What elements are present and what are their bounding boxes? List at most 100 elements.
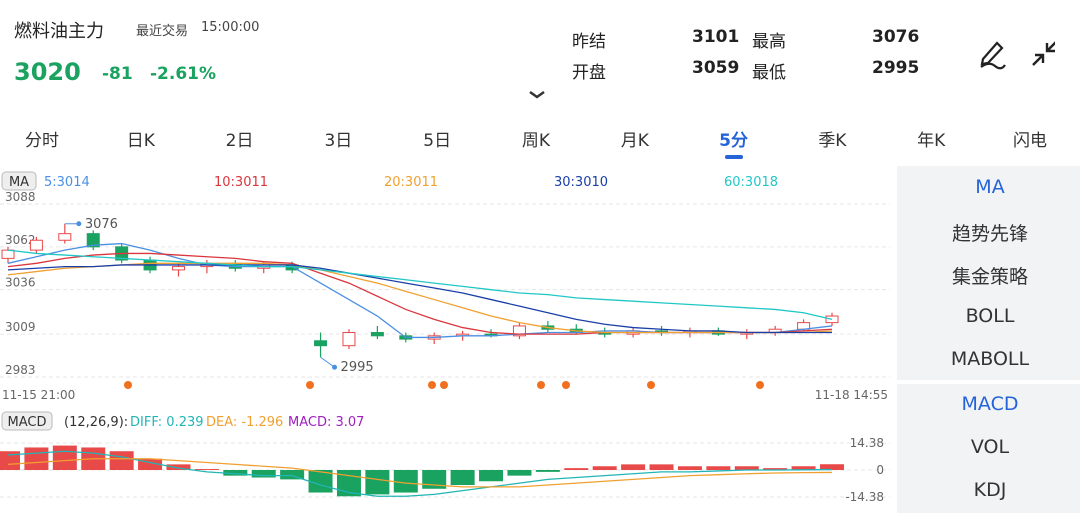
candle-body <box>512 325 526 337</box>
macd-bar <box>109 451 134 470</box>
macd-bar <box>820 464 844 470</box>
ma-label: MA <box>9 175 29 190</box>
tab[interactable]: 2日 <box>225 131 254 151</box>
candle-body <box>370 332 384 337</box>
side-button[interactable]: 集金策略 <box>951 266 1028 288</box>
macd-bar <box>791 466 816 470</box>
title: 燃料油主力 <box>14 21 104 42</box>
side-button[interactable]: MACD <box>961 393 1019 415</box>
tab-underline <box>724 155 743 159</box>
side-main <box>897 166 1080 380</box>
y-tick-label: 3009 <box>5 320 36 334</box>
macd-bar <box>24 447 49 470</box>
annotation-dot <box>76 221 82 227</box>
macd-bar <box>734 466 759 470</box>
macd-bar <box>280 470 305 480</box>
stat-label: 最高 <box>752 32 786 52</box>
tab[interactable]: 3日 <box>324 131 353 151</box>
annotation: 2995 <box>341 360 374 375</box>
y-tick-label: 2983 <box>5 363 36 377</box>
y-tick-label: -14.38 <box>845 490 884 504</box>
macd-bar <box>507 470 532 476</box>
signal-dots <box>124 381 764 389</box>
time: 15:00:00 <box>201 20 260 35</box>
edit-icon[interactable] <box>980 41 1006 70</box>
candle-body <box>86 233 100 248</box>
side-button[interactable]: VOL <box>970 436 1010 458</box>
side-button[interactable]: MABOLL <box>950 348 1030 370</box>
macd-bar <box>365 470 390 495</box>
ma-badge <box>1 171 37 191</box>
legend-entry: 5:3014 <box>44 175 90 190</box>
tab[interactable]: 日K <box>126 131 155 151</box>
macd-bar <box>535 470 560 472</box>
macd-line <box>7 450 833 497</box>
price: 3020 <box>14 58 81 86</box>
stat-label: 最低 <box>752 63 786 83</box>
macd-bar <box>621 464 646 470</box>
macd-bar <box>223 470 248 476</box>
ma-line <box>7 249 833 320</box>
macd-bar <box>706 466 731 470</box>
tab[interactable]: 5分 <box>719 131 749 151</box>
annotation-dot <box>332 364 338 370</box>
tab[interactable]: 闪电 <box>1013 131 1047 151</box>
stat-value: 3101 <box>692 27 740 47</box>
macd-value: DIFF: 0.239 <box>130 415 204 430</box>
macd-bar <box>450 470 475 486</box>
macd-badge <box>1 411 53 431</box>
macd-label: MACD <box>8 415 47 430</box>
tab[interactable]: 季K <box>818 131 847 151</box>
change-pct: -2.61% <box>150 64 217 84</box>
candle-body <box>314 340 328 347</box>
y-tick-label: 3036 <box>5 276 36 290</box>
legend-entry: 10:3011 <box>214 175 268 190</box>
macd-bar <box>52 445 77 470</box>
tab[interactable]: 分时 <box>25 131 59 151</box>
ma-row <box>0 166 895 196</box>
tab[interactable]: 5日 <box>423 131 452 151</box>
macd-value: MACD: 3.07 <box>288 415 364 430</box>
macd-bar <box>166 464 191 470</box>
stat-value: 3059 <box>692 58 740 78</box>
tab[interactable]: 周K <box>521 131 551 151</box>
annotation: 3076 <box>85 217 118 232</box>
macd-bar <box>393 470 418 493</box>
icons <box>980 41 1055 70</box>
collapse-icon[interactable] <box>1032 41 1055 66</box>
y-tick-label: 3062 <box>5 233 36 247</box>
macd-bar <box>592 466 617 470</box>
legend-entry: 20:3011 <box>384 175 438 190</box>
chart: MA MACD (12,26,9): 11-15 21:00 11-18 14:… <box>0 171 890 504</box>
macd-bar <box>564 468 589 470</box>
side-button[interactable]: 趋势先锋 <box>951 223 1028 245</box>
macd-bar <box>649 464 674 470</box>
macd-bar <box>138 458 163 470</box>
y-tick-label: 0 <box>876 463 884 477</box>
change: -81 <box>102 64 133 84</box>
side-button[interactable]: MA <box>975 176 1005 198</box>
candle-body <box>825 315 839 324</box>
macd-bar <box>763 468 788 470</box>
macd-bar <box>194 469 219 470</box>
stat-value: 2995 <box>872 58 920 78</box>
macd-bar <box>0 451 20 470</box>
ma-line <box>7 264 832 334</box>
candle-body <box>342 332 356 347</box>
tab[interactable]: 月K <box>620 131 649 151</box>
candle-body <box>171 266 185 271</box>
macd-bar <box>251 470 276 478</box>
x-start: 11-15 21:00 <box>2 388 75 402</box>
legend-entry: 30:3010 <box>554 175 608 190</box>
stat-label: 昨结 <box>572 32 606 52</box>
stat-value: 3076 <box>872 27 920 47</box>
tab[interactable]: 年K <box>917 131 946 151</box>
x-end: 11-18 14:55 <box>815 388 888 402</box>
side-button[interactable]: KDJ <box>973 479 1007 501</box>
ma-line <box>7 242 833 339</box>
side-button[interactable]: BOLL <box>965 305 1015 327</box>
legend-entry: 60:3018 <box>724 175 778 190</box>
candle-body <box>1 249 15 259</box>
side-sub <box>897 384 1080 513</box>
